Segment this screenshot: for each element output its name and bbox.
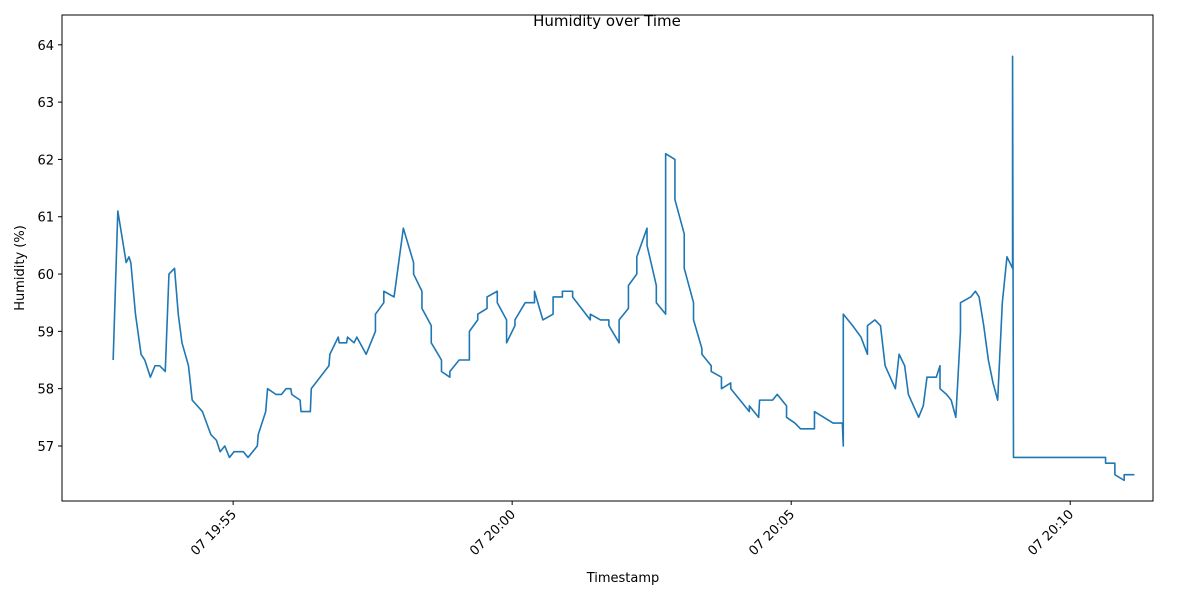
- plot-frame: [61, 14, 1154, 502]
- y-tick-label: 60: [37, 268, 54, 283]
- y-tick-label: 59: [37, 325, 54, 340]
- y-tick-label: 57: [37, 440, 54, 455]
- y-tick-label: 58: [37, 383, 54, 398]
- x-tick-label: 07 19:55: [188, 507, 240, 559]
- x-tick-label: 07 20:00: [467, 507, 519, 559]
- chart-title: Humidity over Time: [533, 12, 681, 30]
- y-tick-label: 62: [37, 153, 54, 168]
- y-tick-label: 64: [37, 39, 54, 54]
- x-tick-label: 07 20:05: [746, 507, 798, 559]
- x-tick-label: 07 20:10: [1025, 507, 1077, 559]
- y-tick-label: 61: [37, 211, 54, 226]
- x-axis-label: Timestamp: [586, 571, 660, 586]
- y-tick-label: 63: [37, 96, 54, 111]
- line: [112, 55, 1135, 482]
- y-axis-label: Humidity (%): [13, 225, 28, 311]
